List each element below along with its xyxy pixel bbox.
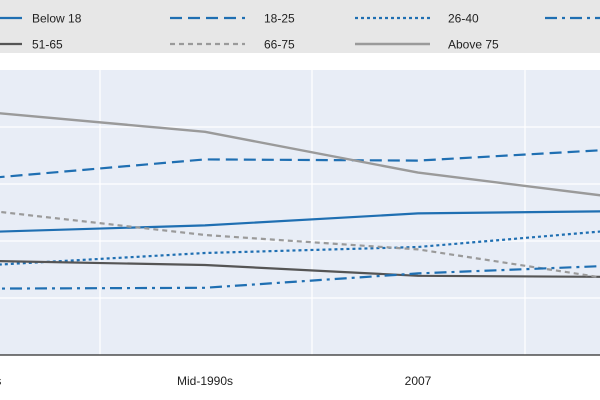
x-axis-ticks: 1980sMid-1990s20072 (0, 374, 432, 388)
legend-background (0, 0, 600, 53)
series-line-66-75 (0, 210, 600, 279)
series-line-below-18 (0, 210, 600, 233)
series-line-unnamed (0, 265, 600, 290)
legend: Below 18 18-25 26-40 51-65 66-75 Above 75 (0, 12, 600, 52)
series-lines (0, 112, 600, 290)
x-tick-label: 2007 (405, 374, 432, 388)
x-tick-label: 1980s (0, 374, 1, 388)
legend-label-66-75: 66-75 (264, 38, 295, 52)
series-line-18-25 (0, 149, 600, 179)
series-line-above-75 (0, 112, 600, 197)
series-line-51-65 (0, 260, 600, 278)
legend-label-26-40: 26-40 (448, 12, 479, 26)
legend-label-below-18: Below 18 (32, 12, 82, 26)
legend-label-18-25: 18-25 (264, 12, 295, 26)
legend-label-above-75: Above 75 (448, 38, 499, 52)
series-line-26-40 (0, 230, 600, 266)
x-tick-label: Mid-1990s (177, 374, 233, 388)
legend-label-51-65: 51-65 (32, 38, 63, 52)
